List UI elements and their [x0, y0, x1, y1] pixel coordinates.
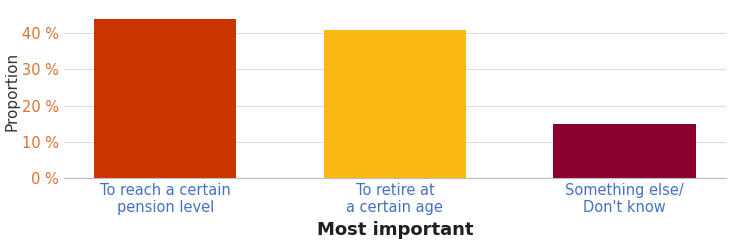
Bar	[94, 19, 237, 178]
X-axis label: Most important: Most important	[317, 221, 473, 239]
Bar	[323, 29, 466, 178]
Y-axis label: Proportion: Proportion	[4, 52, 19, 131]
Bar	[553, 124, 696, 178]
